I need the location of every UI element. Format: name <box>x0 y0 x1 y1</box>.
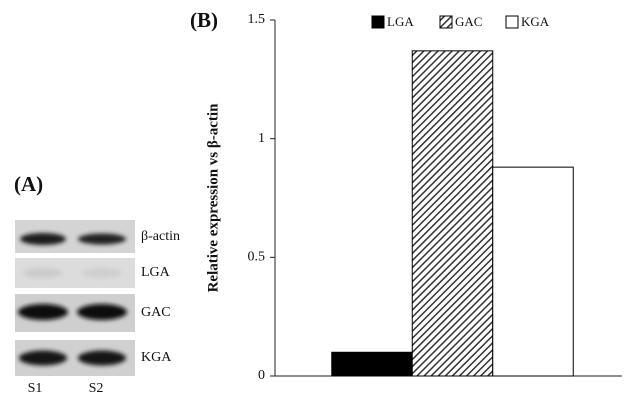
blot-row-label: GAC <box>141 305 171 320</box>
blot-row-label: KGA <box>141 350 172 365</box>
bar <box>332 352 413 376</box>
figure: (A) β-actin LGA GAC KGA S1 S2 (B) Relati… <box>0 0 635 397</box>
y-tick-label: 1 <box>258 131 265 146</box>
legend-swatch <box>440 16 452 28</box>
y-tick-label: 1.5 <box>248 12 266 27</box>
blot-row-label: LGA <box>141 265 171 280</box>
y-axis-label: Relative expression vs β-actin <box>205 103 221 293</box>
legend-swatch <box>506 16 518 28</box>
y-tick-label: 0 <box>258 368 265 383</box>
legend-label: LGA <box>387 14 414 29</box>
blot-strips <box>15 220 135 376</box>
panel-label: (B) <box>190 8 218 32</box>
panel-label: (A) <box>14 172 43 196</box>
blot-lane-label: S1 <box>28 381 43 396</box>
y-tick-label: 0.5 <box>248 250 266 265</box>
blot-row-label: β-actin <box>141 229 180 244</box>
legend-swatch <box>372 16 384 28</box>
bar <box>493 167 574 376</box>
blot-lane-label: S2 <box>89 381 104 396</box>
legend-label: GAC <box>455 14 482 29</box>
bar <box>412 51 493 376</box>
legend-label: KGA <box>521 14 550 29</box>
